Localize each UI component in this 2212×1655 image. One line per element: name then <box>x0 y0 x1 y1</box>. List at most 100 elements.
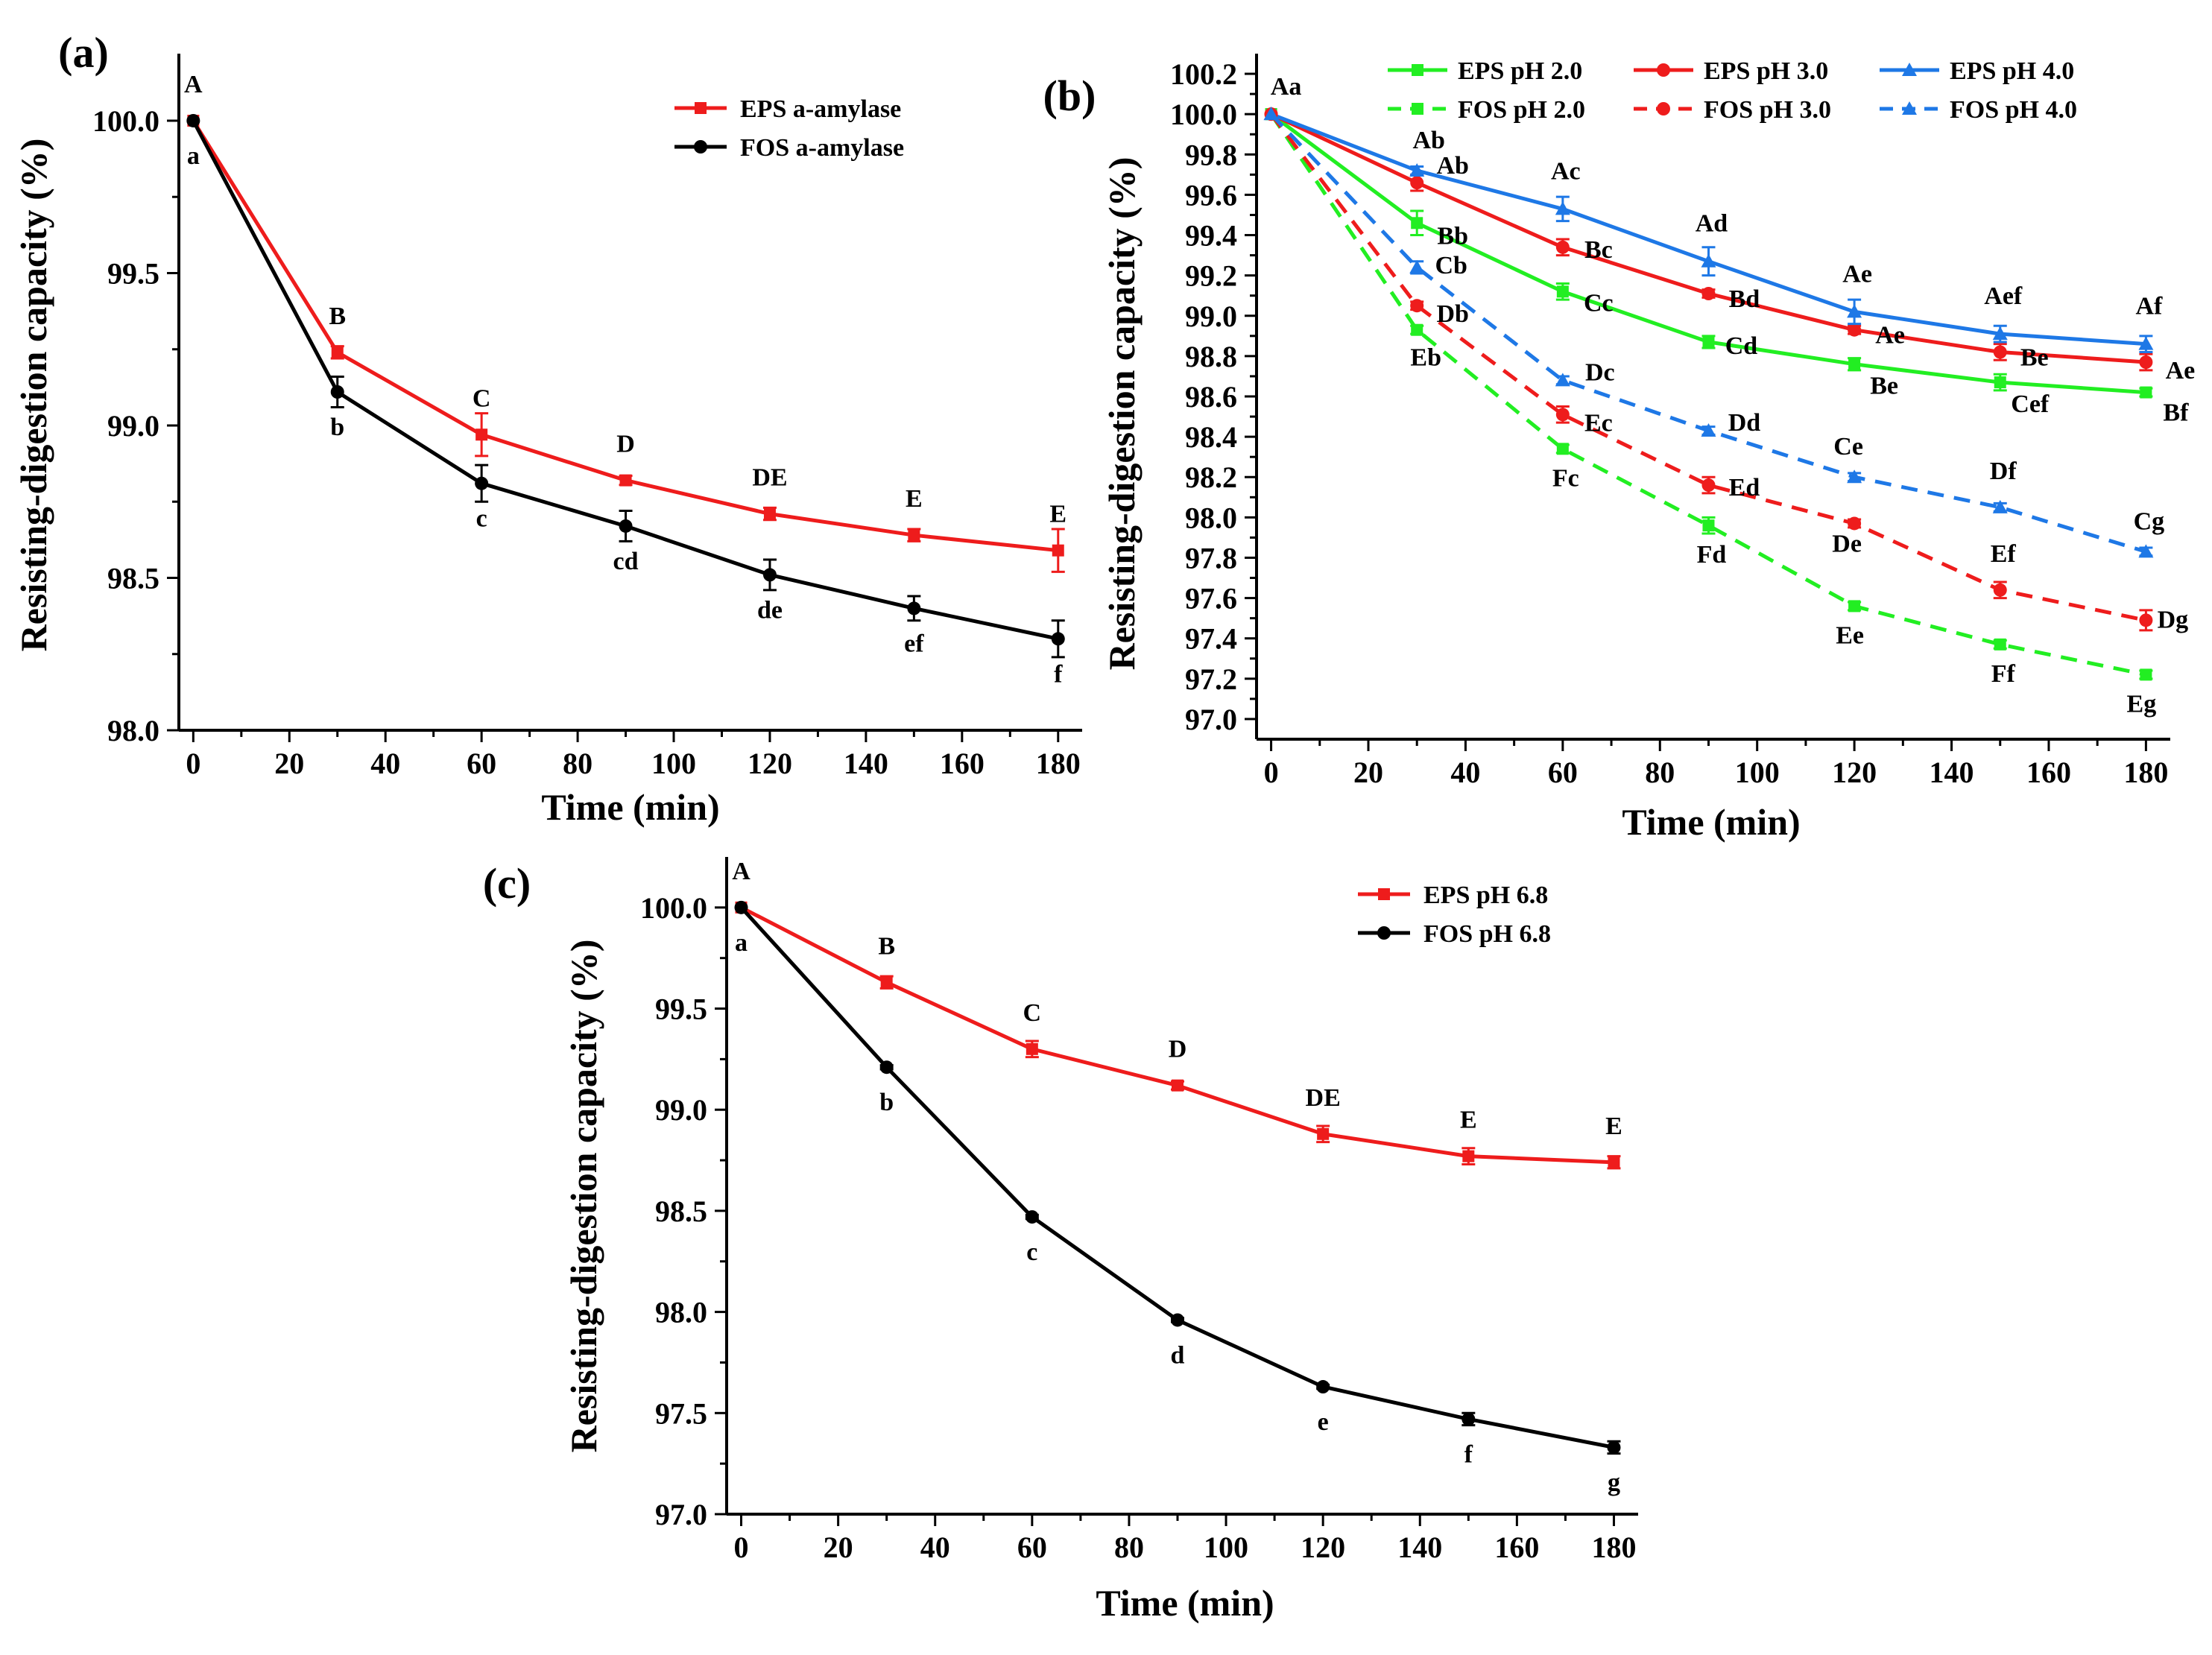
legend-entry: EPS pH 2.0 <box>1388 57 1582 85</box>
legend-entry: EPS pH 4.0 <box>1880 57 2074 85</box>
data-point <box>1701 253 1716 268</box>
series-eps-a-amylase: A B C D DE E E <box>184 71 1066 573</box>
significance-label: Ce <box>1833 433 1863 461</box>
y-tick-label: 97.2 <box>1185 662 1237 696</box>
series-fos-ph-2-0: Eb Fc Fd Ee Ff Eg <box>1265 108 2157 718</box>
data-point <box>475 428 488 441</box>
x-tick-label: 120 <box>748 747 792 780</box>
x-tick-label: 20 <box>824 1531 853 1564</box>
legend-entry: EPS pH 3.0 <box>1634 57 1828 85</box>
x-tick-label: 60 <box>1548 756 1578 789</box>
y-tick-label: 100.0 <box>640 891 707 925</box>
data-point <box>2138 336 2154 350</box>
significance-label: Ae <box>1842 260 1872 288</box>
legend-marker <box>1657 63 1670 77</box>
y-tick-label: 97.0 <box>655 1498 707 1531</box>
data-point <box>1555 201 1570 215</box>
x-tick-label: 180 <box>2123 756 2168 789</box>
x-tick-label: 0 <box>1264 756 1279 789</box>
y-tick-label: 99.5 <box>107 256 159 290</box>
significance-label: Be <box>1870 373 1898 400</box>
significance-label: Dd <box>1728 409 1761 437</box>
significance-label: E <box>906 485 923 513</box>
significance-label: Ae <box>1875 322 1905 349</box>
legend-label: EPS pH 4.0 <box>1950 57 2074 85</box>
legend-label: EPS pH 3.0 <box>1704 57 1828 85</box>
significance-label: Cc <box>1584 289 1614 317</box>
x-tick-label: 140 <box>1397 1531 1442 1564</box>
significance-label: Dc <box>1585 358 1615 386</box>
data-point <box>331 346 344 358</box>
legend-label: FOS pH 3.0 <box>1704 96 1831 124</box>
significance-label: Bc <box>1584 236 1613 264</box>
data-point <box>1994 376 2006 389</box>
y-tick-label: 98.8 <box>1185 340 1237 373</box>
significance-label: Ae <box>2166 357 2196 385</box>
significance-label: E <box>1605 1113 1622 1140</box>
significance-label: Eg <box>2127 690 2157 718</box>
data-point <box>2139 355 2153 369</box>
y-tick-label: 100.0 <box>92 104 159 138</box>
legend-marker <box>1902 63 1917 76</box>
legend-marker <box>1412 64 1423 76</box>
legend-label: FOS pH 4.0 <box>1950 96 2077 124</box>
data-point <box>2139 613 2153 627</box>
data-point <box>1607 1440 1621 1455</box>
significance-label: Ff <box>1991 660 2016 688</box>
significance-label: Ec <box>1584 409 1613 437</box>
data-point <box>1702 335 1715 348</box>
data-point <box>1608 1156 1620 1168</box>
significance-label: Ef <box>1991 540 2017 568</box>
x-tick-label: 40 <box>370 747 400 780</box>
y-tick-label: 97.4 <box>1185 622 1237 656</box>
data-point <box>1462 1150 1475 1162</box>
data-point <box>734 900 748 914</box>
legend-entry: EPS pH 6.8 <box>1358 882 1548 909</box>
significance-label: Fc <box>1552 464 1579 492</box>
x-axis-title: Time (min) <box>1622 801 1800 843</box>
significance-label: Be <box>2020 344 2049 371</box>
legend-label: FOS pH 6.8 <box>1423 920 1551 948</box>
y-tick-label: 98.0 <box>655 1296 707 1329</box>
x-tick-label: 0 <box>734 1531 749 1564</box>
significance-label: Ab <box>1412 127 1444 154</box>
y-tick-label: 98.4 <box>1185 420 1237 454</box>
significance-label: Aef <box>1984 282 2023 310</box>
y-tick-label: 100.2 <box>1170 57 1237 91</box>
significance-label: Cd <box>1725 332 1758 360</box>
data-point <box>1993 583 2007 597</box>
data-point <box>1317 1127 1330 1140</box>
data-point <box>1555 240 1570 254</box>
significance-label: B <box>329 303 346 330</box>
data-point <box>619 474 632 487</box>
y-axis-title: Resisting-digestion capacity (%) <box>563 940 604 1453</box>
x-tick-label: 80 <box>1114 1531 1144 1564</box>
significance-label: Ad <box>1696 210 1728 238</box>
legend-marker <box>1412 103 1423 115</box>
legend-marker <box>1378 888 1390 900</box>
data-point <box>1848 516 1862 531</box>
series-eps-ph-6-8: A B C D DE E E <box>732 858 1622 1170</box>
significance-label: Cef <box>2011 390 2050 418</box>
data-point <box>1701 423 1716 437</box>
significance-label: cd <box>613 548 639 575</box>
significance-label: f <box>1054 660 1063 688</box>
data-point <box>1556 443 1569 455</box>
significance-label: b <box>330 414 344 441</box>
data-point <box>1263 107 1279 121</box>
data-point <box>879 1060 894 1075</box>
significance-label: Bb <box>1437 222 1468 250</box>
significance-label: de <box>757 596 783 624</box>
significance-label: B <box>878 932 895 960</box>
data-point <box>1170 1313 1184 1327</box>
data-point <box>1051 632 1065 646</box>
legend-marker <box>1657 102 1670 115</box>
y-tick-label: 97.6 <box>1185 582 1237 616</box>
data-point <box>1847 469 1862 484</box>
y-tick-label: 99.2 <box>1185 259 1237 293</box>
series-fos-ph-6-8: a b c d e f g <box>734 900 1621 1496</box>
significance-label: Ac <box>1551 157 1581 185</box>
y-tick-label: 99.8 <box>1185 138 1237 171</box>
significance-label: Cg <box>2134 507 2165 535</box>
data-point <box>1410 176 1424 190</box>
